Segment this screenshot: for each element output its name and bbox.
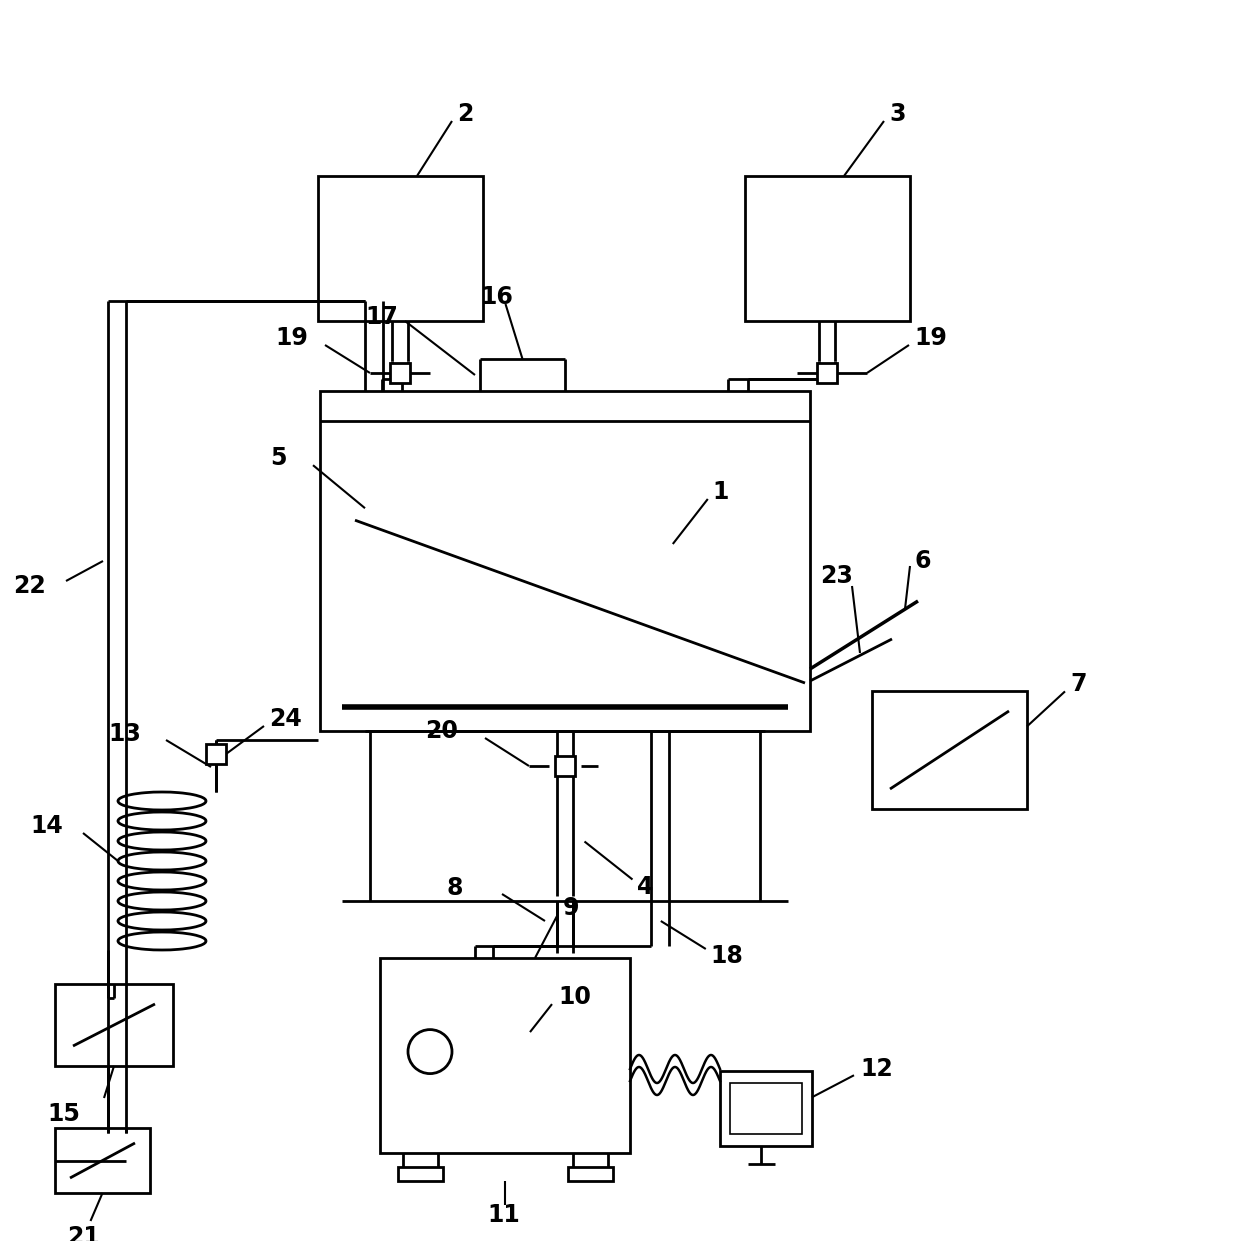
Bar — [391, 364, 410, 383]
Text: 14: 14 — [30, 814, 63, 838]
Text: 24: 24 — [269, 707, 301, 731]
Bar — [320, 391, 810, 731]
Bar — [745, 176, 910, 321]
Text: 3: 3 — [889, 102, 905, 127]
Text: 5: 5 — [270, 447, 286, 470]
Text: 7: 7 — [1070, 673, 1086, 696]
Text: 23: 23 — [820, 563, 853, 588]
Text: 20: 20 — [425, 719, 458, 743]
Bar — [55, 984, 174, 1066]
Bar — [556, 756, 575, 776]
Bar — [55, 1128, 150, 1193]
Bar — [206, 745, 226, 764]
Text: 19: 19 — [914, 326, 947, 350]
Text: 10: 10 — [558, 985, 591, 1009]
Text: 19: 19 — [275, 326, 308, 350]
Text: 6: 6 — [915, 549, 931, 573]
Bar — [720, 1071, 812, 1145]
Text: 21: 21 — [67, 1225, 100, 1241]
Bar — [817, 364, 837, 383]
Bar — [398, 1167, 443, 1181]
Text: 16: 16 — [480, 285, 513, 309]
Bar — [379, 958, 630, 1153]
Bar — [317, 176, 484, 321]
Text: 2: 2 — [458, 102, 474, 127]
Text: 9: 9 — [563, 896, 579, 920]
Text: 1: 1 — [713, 480, 729, 504]
Text: 18: 18 — [711, 944, 744, 968]
Text: 11: 11 — [487, 1203, 520, 1227]
Text: 12: 12 — [861, 1057, 893, 1081]
Bar — [568, 1167, 613, 1181]
Text: 8: 8 — [446, 876, 464, 900]
Text: 22: 22 — [12, 575, 46, 598]
Bar — [730, 1083, 802, 1134]
Text: 13: 13 — [108, 722, 141, 746]
Text: 4: 4 — [637, 875, 653, 898]
Text: 17: 17 — [365, 305, 398, 329]
Bar — [872, 691, 1027, 809]
Text: 15: 15 — [47, 1102, 79, 1126]
